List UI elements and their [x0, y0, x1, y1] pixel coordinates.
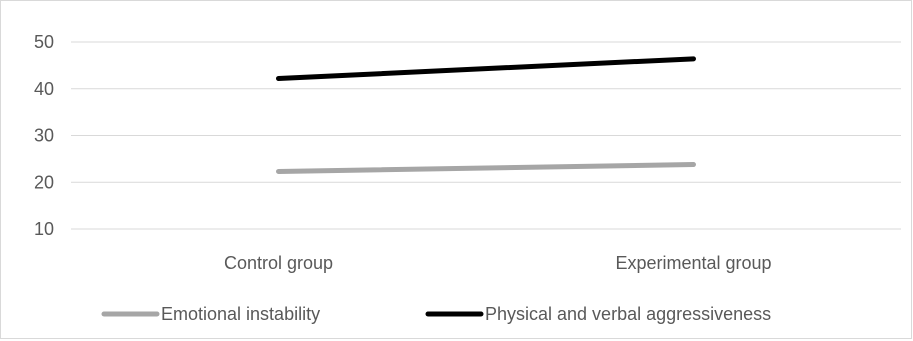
y-tick-label: 30	[34, 126, 54, 146]
x-category-label: Control group	[224, 253, 333, 273]
legend-label-1: Physical and verbal aggressiveness	[485, 304, 771, 324]
y-tick-label: 50	[34, 32, 54, 52]
y-tick-label: 40	[34, 79, 54, 99]
legend: Emotional instability Physical and verbal…	[104, 304, 771, 324]
series-lines	[278, 59, 693, 172]
series-line-0	[279, 164, 694, 171]
y-tick-label: 20	[34, 172, 54, 192]
y-tick-label: 10	[34, 219, 54, 239]
series-line-1	[279, 59, 694, 79]
x-axis-category-labels: Control group Experimental group	[224, 253, 772, 273]
x-category-label: Experimental group	[615, 253, 771, 273]
y-axis-tick-labels: 10 20 30 40 50	[34, 32, 54, 239]
legend-label-0: Emotional instability	[161, 304, 320, 324]
